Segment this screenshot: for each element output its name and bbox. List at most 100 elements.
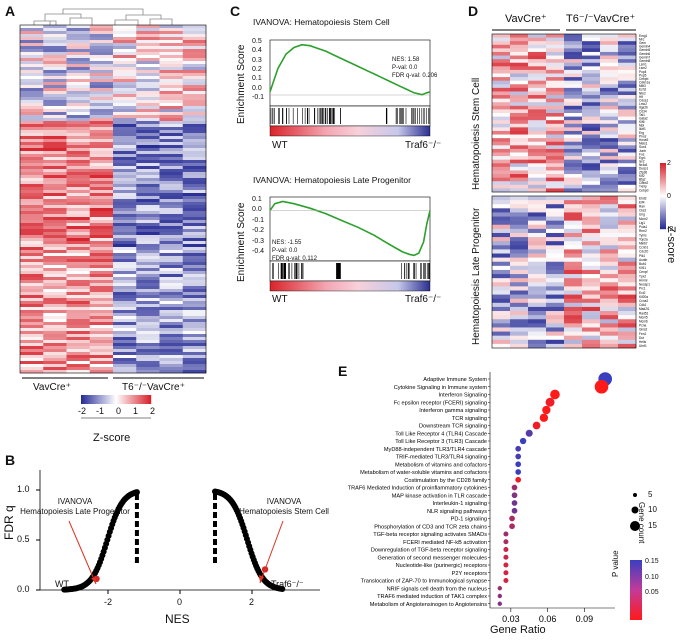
heatmap-cell xyxy=(510,249,529,254)
colorbar-a-step xyxy=(105,395,107,404)
heatmap-cell xyxy=(20,73,44,77)
heatmap-cell xyxy=(136,118,160,122)
heatmap-cell xyxy=(528,249,547,254)
heatmap-cell xyxy=(89,301,114,305)
heatmap-cell xyxy=(43,265,67,269)
heatmap-cell xyxy=(618,220,637,226)
heatmap-cell xyxy=(89,76,114,80)
heatmap-cell xyxy=(159,307,184,311)
heatmap-cell xyxy=(43,346,67,350)
heatmap-cell xyxy=(159,202,184,206)
panel-b-ytick: 1.0 xyxy=(17,484,30,494)
heatmap-cell xyxy=(492,62,511,67)
heatmap-cell xyxy=(510,302,529,308)
heatmap-cell xyxy=(182,124,207,128)
heatmap-cell xyxy=(66,244,91,248)
heatmap-cell xyxy=(43,103,67,107)
heatmap-cell xyxy=(136,304,160,308)
heatmap-cell xyxy=(136,256,160,260)
heatmap-cell xyxy=(582,102,601,107)
pathway-dot xyxy=(503,562,509,568)
heatmap-cell xyxy=(89,97,114,101)
heatmap-cell xyxy=(20,160,44,164)
heatmap-cell xyxy=(159,115,184,119)
heatmap-cell xyxy=(113,136,137,140)
heatmap-cell xyxy=(159,25,184,29)
heatmap-cell xyxy=(546,80,565,85)
heatmap-cell xyxy=(113,304,137,308)
heatmap-cell xyxy=(600,87,619,92)
heatmap-cell xyxy=(159,301,184,305)
heatmap-cell xyxy=(582,335,601,341)
heatmap-cell xyxy=(66,130,91,134)
pathway-label: P2Y receptors xyxy=(452,571,488,577)
heatmap-cell xyxy=(528,188,547,193)
heatmap-cell xyxy=(182,178,207,182)
heatmap-cell xyxy=(159,214,184,218)
heatmap-cell xyxy=(618,145,637,150)
heatmap-cell xyxy=(159,88,184,92)
heatmap-cell xyxy=(600,123,619,128)
heatmap-cell xyxy=(20,274,44,278)
heatmap-cell xyxy=(89,334,114,338)
heatmap-cell xyxy=(66,316,91,320)
gsea-bottom-stat: P-val: 0.0 xyxy=(272,248,298,254)
colorbar-d-step xyxy=(660,207,666,209)
heatmap-cell xyxy=(20,289,44,293)
heatmap-cell xyxy=(564,274,583,279)
heatmap-cell xyxy=(182,169,207,173)
heatmap-cell xyxy=(528,220,547,226)
gene-label: Hlf xyxy=(639,95,643,99)
heatmap-cell xyxy=(582,177,601,182)
heatmap-cell xyxy=(20,229,44,233)
heatmap-cell xyxy=(564,269,583,275)
heatmap-cell xyxy=(159,40,184,44)
heatmap-cell xyxy=(20,202,44,206)
heatmap-cell xyxy=(89,67,114,71)
heatmap-cell xyxy=(510,163,529,168)
heatmap-cell xyxy=(546,163,565,168)
heatmap-cell xyxy=(182,37,207,41)
heatmap-cell xyxy=(492,98,511,103)
heatmap-cell xyxy=(528,282,547,287)
heatmap-cell xyxy=(182,133,207,137)
heatmap-cell xyxy=(89,355,114,359)
heatmap-cell xyxy=(43,37,67,41)
heatmap-cell xyxy=(66,169,91,173)
heatmap-cell xyxy=(159,313,184,317)
heatmap-cell xyxy=(113,94,137,98)
heatmap-cell xyxy=(43,256,67,260)
heatmap-cell xyxy=(182,262,207,266)
heatmap-cell xyxy=(136,109,160,113)
heatmap-cell xyxy=(510,34,529,38)
colorbar-a-step xyxy=(88,395,90,404)
heatmap-cell xyxy=(43,46,67,50)
gsea-bottom-hits xyxy=(272,263,430,279)
gene-label: Lig1 xyxy=(639,221,645,225)
heatmap-cell xyxy=(510,37,529,42)
heatmap-cell xyxy=(159,271,184,275)
heatmap-cell xyxy=(492,261,511,267)
heatmap-cell xyxy=(528,66,547,71)
heatmap-cell xyxy=(136,130,160,134)
heatmap-cell xyxy=(582,249,601,254)
heatmap-cell xyxy=(182,367,207,371)
heatmap-cell xyxy=(546,327,565,332)
gene-label: Top2a xyxy=(639,237,648,241)
heatmap-cell xyxy=(582,163,601,168)
heatmap-cell xyxy=(528,120,547,125)
heatmap-cell xyxy=(66,79,91,83)
heatmap-cell xyxy=(159,286,184,290)
colorbar-d-step xyxy=(660,182,666,184)
heatmap-cell xyxy=(20,310,44,314)
heatmap-cell xyxy=(528,335,547,341)
heatmap-cell xyxy=(20,112,44,116)
colorbar-a-step xyxy=(106,395,108,404)
heatmap-cell xyxy=(43,106,67,110)
heatmap-cell xyxy=(159,289,184,293)
heatmap-cell xyxy=(528,237,547,242)
heatmap-cell xyxy=(600,294,619,300)
heatmap-cell xyxy=(159,70,184,74)
heatmap-cell xyxy=(136,238,160,242)
heatmap-cell xyxy=(492,282,511,287)
